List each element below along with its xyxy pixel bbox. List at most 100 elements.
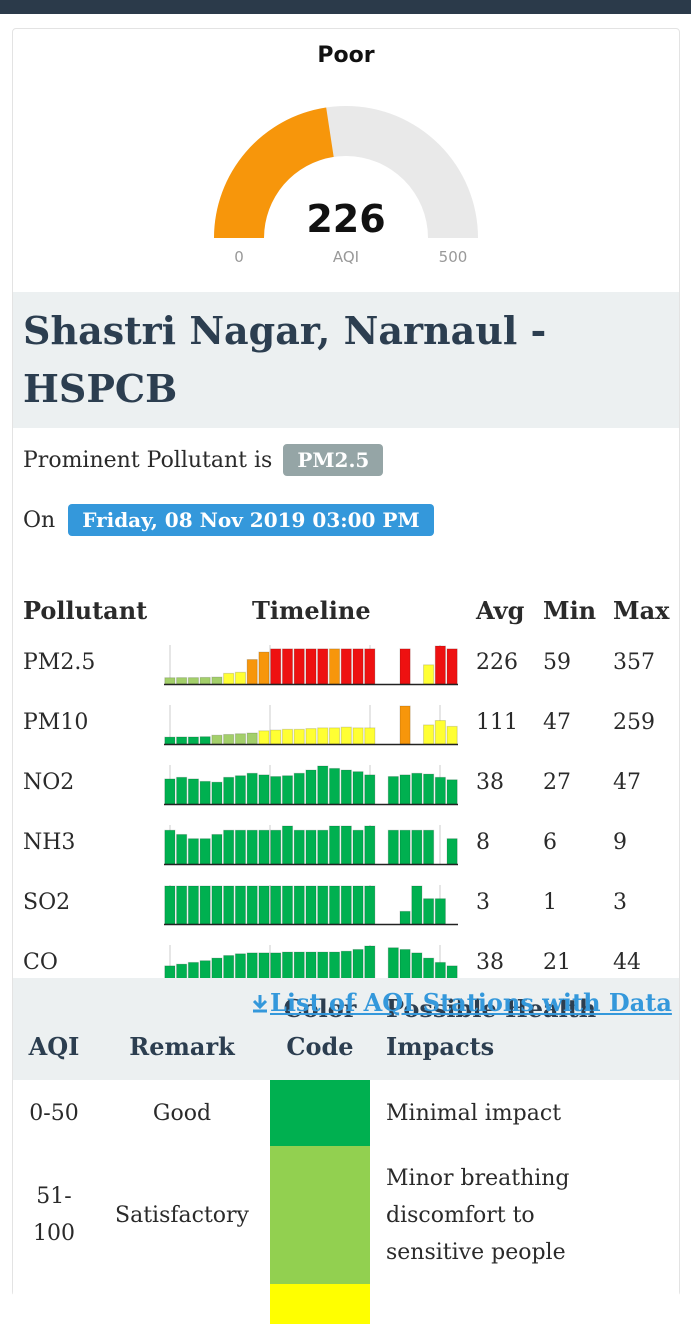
timeline-bar [340,825,352,865]
timeline-bar [305,728,317,745]
timeline-bar [199,838,211,865]
link-text[interactable]: List of AQI Stations with Data [270,988,672,1017]
timeline-bar [446,725,458,745]
col-header: Pollutant [23,596,148,625]
timeline-bar [187,736,199,745]
aqi-legend: AQI Remark Color Code Possible Health Im… [13,978,679,1324]
timeline-bar [305,648,317,685]
aqi-range: 51-100 [33,1184,75,1246]
min: 47 [543,710,571,735]
timeline-bar [164,885,176,925]
timeline-bar [234,885,247,925]
timeline-bar [234,775,247,805]
timeline-bar [281,825,294,865]
timeline-bar [293,885,305,925]
timeline-bar [434,720,446,745]
timeline [164,765,458,806]
timeline-bar [340,648,352,685]
avg: 38 [476,770,504,795]
timeline-bar [364,885,376,925]
timeline-bar [446,779,458,805]
timeline-bar [387,776,399,805]
timeline-bar [399,910,411,925]
timeline-bar [328,648,341,685]
max: 47 [613,770,641,795]
timeline-bar [352,771,364,805]
timeline-bar [364,825,376,865]
date-badge: Friday, 08 Nov 2019 03:00 PM [68,504,434,536]
timeline-bar [423,773,435,805]
timeline-bar [317,885,329,925]
timeline-bar [399,829,411,865]
timeline-bar [352,885,364,925]
timeline-bar [258,885,270,925]
timeline-bar [352,829,364,865]
timeline-bar [293,829,305,865]
timeline [164,645,458,686]
timeline-bar [305,885,317,925]
pollutant-name: NO2 [23,770,75,795]
gauge-remark: Poor [317,43,374,68]
timeline-bar [434,898,446,925]
timeline-bar [328,727,341,745]
aqi-legend-header [13,978,679,1080]
timeline-bar [423,664,435,685]
timeline-bar [434,645,446,685]
timeline-bar [364,648,376,685]
gauge: Poor 226 0 AQI 500 [214,43,478,266]
timeline-bar [187,778,199,805]
timeline-bar [211,734,223,745]
timeline-bar [211,885,223,925]
timeline-bar [364,774,376,805]
pollutant-name: CO [23,950,58,975]
timeline-bar [293,772,305,805]
timeline-bar [199,676,211,685]
timeline-bar [293,648,305,685]
max: 259 [613,710,655,735]
timeline-bar [164,736,176,745]
max: 44 [613,950,641,975]
min: 1 [543,890,557,915]
max: 3 [613,890,627,915]
date-label: On [23,508,56,533]
aqi-range: 0-50 [29,1100,79,1126]
timeline-bar [446,838,458,865]
timeline-bar [270,648,282,685]
impact: Minimal impact [386,1100,562,1126]
max: 357 [613,650,655,675]
timeline-bar [199,736,211,745]
min: 6 [543,830,557,855]
timeline-bar [328,767,341,805]
th: Remark [129,1032,235,1061]
timeline-bar [258,651,270,685]
timeline-bar [211,781,223,805]
remark: Satisfactory [115,1202,249,1228]
timeline-bar [176,776,188,805]
date-row: On Friday, 08 Nov 2019 03:00 PM [23,504,434,536]
timeline-bar [246,659,258,685]
timeline-bar [199,780,211,805]
stations-link[interactable]: List of AQI Stations with Data [250,988,672,1017]
timeline-bar [328,885,341,925]
timeline-bar [246,885,258,925]
timeline-bar [423,724,435,745]
timeline-bar [411,772,423,805]
timeline-bar [352,727,364,745]
gauge-max: 500 [439,248,468,266]
gauge-min: 0 [234,248,244,266]
timeline-bar [258,829,270,865]
timeline-bar [270,776,282,805]
timeline-bar [328,825,341,865]
gauge-unit: AQI [333,248,359,266]
timeline-bar [281,775,294,805]
timeline-bar [234,671,247,685]
top-bar [0,0,691,14]
timeline-bar [305,829,317,865]
gauge-value: 226 [306,197,385,241]
timeline-bar [246,772,258,805]
timeline-bar [223,733,235,745]
col-header: Avg [476,596,525,625]
avg: 111 [476,710,518,735]
timeline-bar [211,676,223,685]
